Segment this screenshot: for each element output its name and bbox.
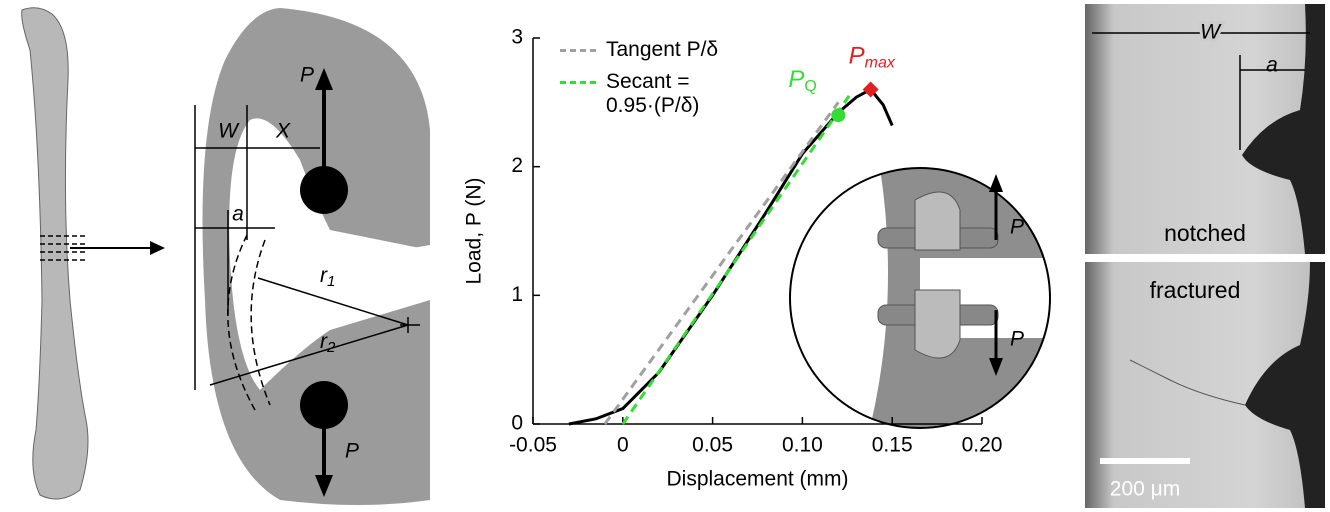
label: 2 — [326, 339, 336, 356]
point-label: P — [788, 67, 804, 94]
x-tick-label: 0.05 — [692, 434, 733, 457]
point — [831, 108, 845, 122]
label: X — [275, 120, 291, 143]
x-axis-label: Displacement (mm) — [666, 468, 848, 491]
legend-swatch — [560, 81, 596, 84]
legend-label: Secant = 0.95·(P/δ) — [606, 70, 756, 118]
legend-swatch — [560, 49, 596, 52]
label: P — [300, 64, 314, 87]
legend-entry: Secant = 0.95·(P/δ) — [560, 70, 756, 118]
x-tick-label: 0.20 — [962, 434, 1003, 457]
label: P — [1010, 328, 1024, 351]
label: W — [218, 120, 240, 143]
y-tick-label: 1 — [511, 283, 523, 306]
point-label: P — [849, 43, 865, 70]
legend-entry: Tangent P/δ — [560, 38, 756, 62]
point-label: max — [865, 55, 896, 72]
legend-label: Tangent P/δ — [606, 38, 756, 62]
x-tick-label: 0 — [617, 434, 629, 457]
label: a — [232, 203, 244, 226]
notch-gap — [330, 245, 430, 292]
label: 200 μm — [1110, 478, 1180, 501]
x-tick-label: 0.10 — [782, 434, 823, 457]
label: fractured — [1150, 277, 1241, 303]
label: P — [345, 440, 359, 463]
point-label: PQ — [788, 67, 816, 96]
label: a — [1266, 54, 1278, 77]
y-tick-label: 0 — [511, 412, 523, 435]
scale-bar — [1100, 458, 1190, 464]
label: 1 — [327, 273, 335, 290]
y-tick-label: 3 — [511, 26, 523, 49]
y-tick-label: 2 — [511, 154, 523, 177]
bone — [22, 8, 88, 499]
label: notched — [1164, 220, 1246, 246]
legend: Tangent P/δ Secant = 0.95·(P/δ) — [560, 38, 756, 126]
point-label: Q — [804, 78, 816, 95]
label: P — [1010, 216, 1024, 239]
figure: W X a r1 r2 P P P P W a notched fracture… — [0, 0, 1330, 512]
label: W — [1200, 21, 1222, 44]
arrowhead — [150, 241, 165, 255]
x-tick-label: 0.15 — [872, 434, 913, 457]
y-axis-label: Load, P (N) — [463, 178, 486, 285]
x-tick-label: -0.05 — [509, 434, 557, 457]
inset: P P — [790, 168, 1050, 428]
point-label: Pmax — [849, 43, 896, 72]
